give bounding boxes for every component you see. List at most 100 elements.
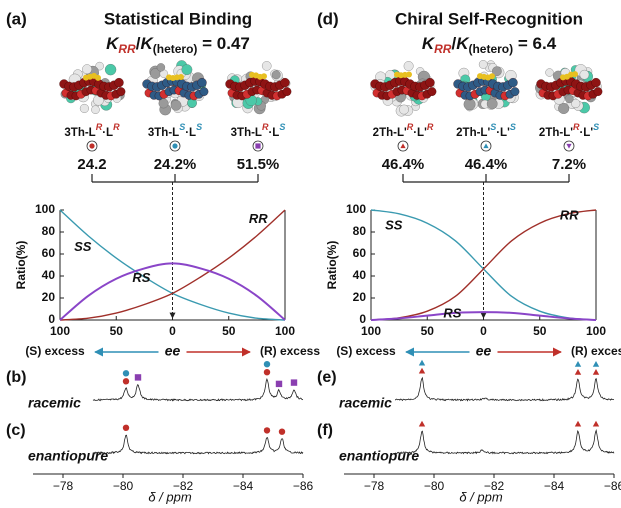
atom	[261, 61, 272, 71]
x-label-left: (S) excess	[336, 344, 396, 358]
x-axis-label: δ / ppm	[459, 489, 503, 504]
atom	[565, 94, 574, 104]
marker	[172, 143, 178, 149]
y-tick-label: 80	[353, 224, 367, 238]
y-tick-label: 80	[42, 224, 56, 238]
marker	[263, 427, 271, 434]
atom	[591, 77, 601, 88]
atom	[492, 66, 502, 77]
marker	[574, 361, 582, 367]
atom	[399, 104, 409, 115]
atom	[489, 73, 495, 80]
atom	[403, 61, 414, 71]
atom	[197, 77, 207, 88]
x-tick-label: 50	[421, 324, 435, 338]
atom	[114, 77, 124, 88]
compound-name: 2Th-L'R·L'S	[539, 122, 599, 139]
y-tick-label: 40	[353, 268, 367, 282]
atom	[82, 64, 92, 75]
marker	[290, 379, 298, 386]
marker-frame	[397, 140, 409, 152]
percent: 24.2%	[154, 156, 197, 173]
percent: 24.2	[77, 156, 106, 173]
k-ratio-part: K	[106, 34, 120, 53]
atom	[91, 105, 100, 114]
marker	[400, 143, 406, 149]
spectrum-name: racemic	[339, 395, 392, 411]
atom	[406, 71, 412, 78]
atom	[156, 63, 166, 72]
x-tick-label: −86	[293, 479, 314, 493]
compound-name-part: R	[96, 122, 103, 132]
compound-name: 2Th-L'R·L'R	[373, 122, 434, 139]
spectrum-name: enantiopure	[339, 448, 419, 464]
marker	[122, 378, 130, 385]
compound-name-part: ·L'	[413, 127, 427, 139]
curve-label: SS	[74, 239, 92, 254]
compound-name-part: 2Th-L'	[539, 127, 573, 139]
curve	[59, 262, 286, 321]
compound-name: 3Th-LS·LS	[148, 122, 202, 139]
marker	[592, 420, 600, 427]
atom	[579, 69, 590, 80]
atom	[170, 99, 182, 111]
molecule-model	[142, 60, 209, 116]
compound-name: 3Th-LR·LS	[231, 122, 286, 139]
curve	[370, 311, 597, 321]
compound-name-part: 3Th-L	[148, 127, 179, 139]
marker-frame	[480, 140, 492, 152]
marker-frame	[252, 140, 264, 152]
y-tick-label: 100	[35, 202, 55, 216]
x-label-left: (S) excess	[25, 344, 85, 358]
atom	[104, 64, 117, 76]
compound-name-part: ·L	[185, 127, 196, 139]
panel-title: Statistical Binding	[104, 9, 252, 28]
x-tick-label: 100	[586, 324, 606, 338]
k-ratio: KRR/K(hetero) = 0.47	[106, 34, 250, 56]
atom	[282, 87, 292, 96]
y-tick-label: 40	[42, 268, 56, 282]
k-ratio-part: /	[136, 34, 141, 53]
x-label-center: ee	[165, 343, 181, 359]
x-label-center: ee	[476, 343, 492, 359]
k-ratio-part: /	[451, 34, 456, 53]
curve-label: SS	[385, 217, 403, 232]
x-tick-label: −82	[173, 479, 194, 493]
k-ratio-part: (hetero)	[153, 42, 198, 56]
molecule-model	[59, 61, 126, 114]
compound-name: 2Th-L'S·L'S	[456, 122, 516, 139]
compound-name-part: 3Th-L	[64, 127, 95, 139]
x-tick-label: −78	[53, 479, 74, 493]
molecule-model	[370, 61, 437, 117]
compound-name-part: S	[179, 122, 185, 132]
x-tick-label: 0	[169, 324, 176, 338]
marker	[418, 367, 426, 374]
compound-name-part: S	[510, 122, 516, 132]
compound-name-part: R	[113, 122, 120, 132]
panel-title: Chiral Self-Recognition	[395, 9, 583, 28]
y-tick-label: 20	[353, 290, 367, 304]
y-axis-label: Ratio(%)	[325, 241, 339, 290]
atom	[558, 102, 570, 114]
x-tick-label: 100	[361, 324, 381, 338]
compound-name-part: S	[490, 122, 496, 132]
compound-name-part: R	[573, 122, 580, 132]
atom	[181, 64, 193, 76]
x-tick-label: 0	[480, 324, 487, 338]
k-ratio-part: RR	[118, 42, 136, 56]
y-tick-label: 60	[353, 246, 367, 260]
x-tick-label: −86	[604, 479, 621, 493]
compound-name-part: R	[427, 122, 434, 132]
atom	[478, 60, 488, 69]
compound-name-part: R	[407, 122, 414, 132]
atom	[571, 98, 581, 109]
marker	[263, 369, 271, 376]
spectrum-label: (c)	[6, 422, 26, 439]
marker	[275, 380, 283, 388]
spectrum-trace	[92, 434, 304, 455]
x-label-right: (R) excess	[571, 344, 621, 358]
spectrum-name: enantiopure	[28, 448, 108, 464]
atom	[271, 70, 281, 80]
atom	[280, 77, 290, 88]
x-tick-label: −82	[484, 479, 505, 493]
